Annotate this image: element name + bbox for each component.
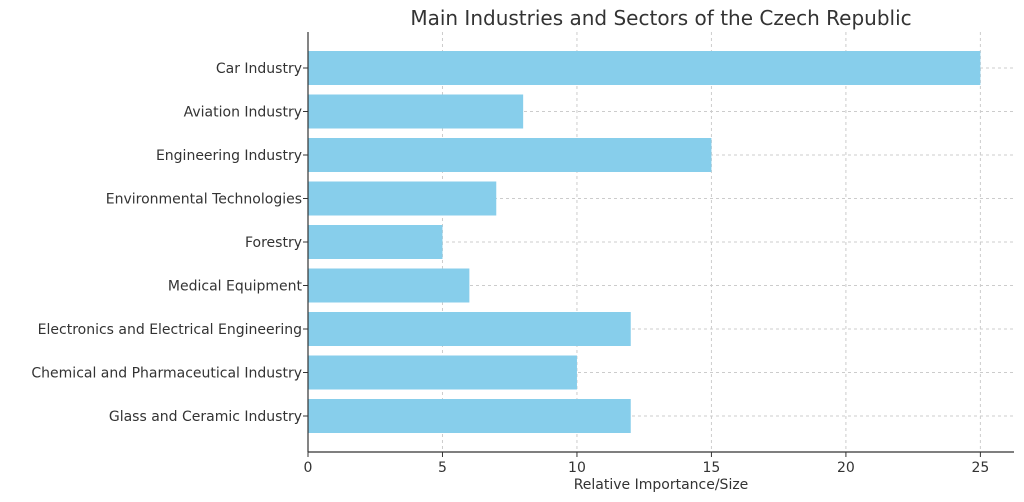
category-label: Chemical and Pharmaceutical Industry (31, 366, 302, 382)
x-tick-label: 25 (971, 460, 989, 476)
bar (308, 51, 981, 85)
category-label: Environmental Technologies (106, 192, 302, 208)
x-axis-label: Relative Importance/Size (574, 477, 749, 493)
bar (308, 94, 524, 129)
category-label: Glass and Ceramic Industry (109, 409, 302, 425)
bars (308, 51, 981, 433)
category-label: Car Industry (216, 61, 302, 77)
bar (308, 225, 443, 259)
bar (308, 181, 497, 216)
bar (308, 355, 577, 390)
category-label: Aviation Industry (184, 105, 302, 121)
bar (308, 399, 631, 433)
x-tick-label: 10 (568, 460, 586, 476)
bar (308, 138, 712, 172)
category-label: Forestry (245, 235, 302, 251)
x-ticks: 0 5 10 15 20 25 (304, 452, 989, 476)
bar (308, 312, 631, 346)
x-tick-label: 0 (304, 460, 313, 476)
x-tick-label: 5 (438, 460, 447, 476)
category-label: Medical Equipment (168, 279, 303, 295)
category-label: Electronics and Electrical Engineering (38, 322, 302, 338)
x-tick-label: 20 (837, 460, 855, 476)
bar (308, 268, 470, 303)
category-label: Engineering Industry (156, 148, 302, 164)
x-tick-label: 15 (703, 460, 721, 476)
chart-title: Main Industries and Sectors of the Czech… (410, 6, 911, 30)
y-ticks: Car Industry Aviation Industry Engineering… (31, 61, 308, 425)
